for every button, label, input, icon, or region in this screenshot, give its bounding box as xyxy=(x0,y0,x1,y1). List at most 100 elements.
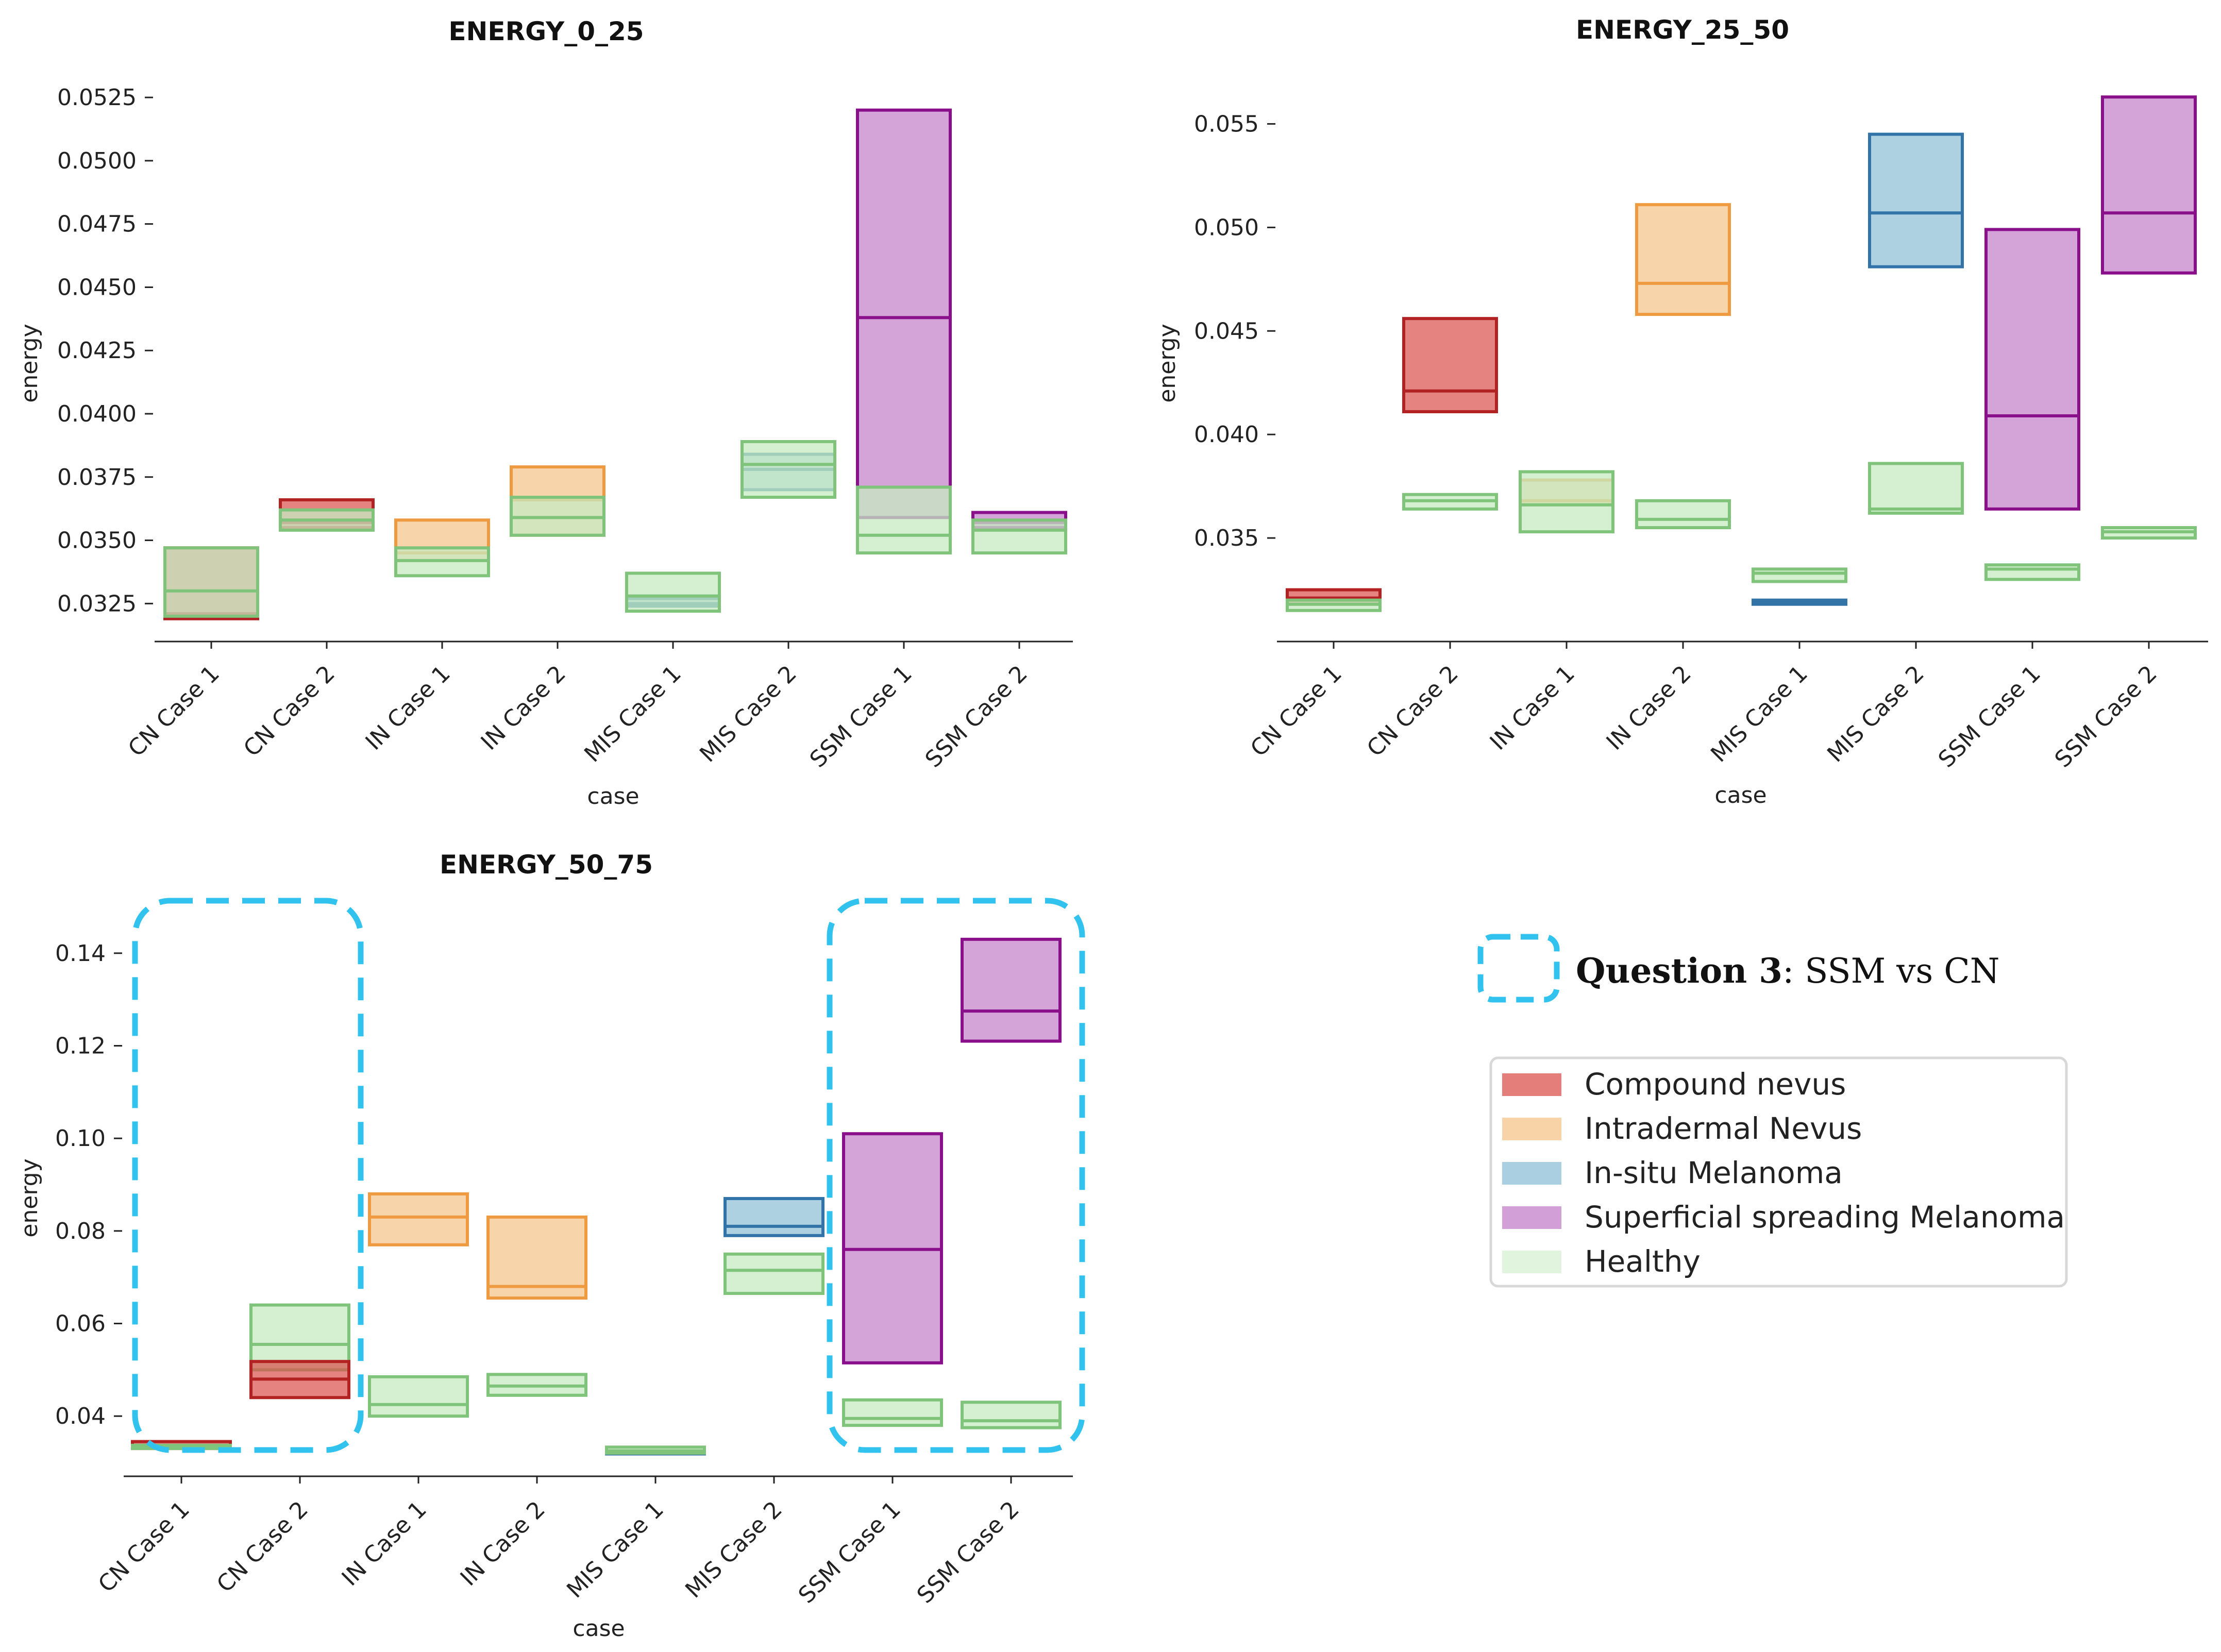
x-tick-label: SSM Case 2 xyxy=(920,661,1033,773)
x-tick-label: MIS Case 1 xyxy=(562,1496,669,1604)
chart-title: ENERGY_50_75 xyxy=(440,850,653,880)
x-tick-label: CN Case 1 xyxy=(123,661,225,762)
annotation-text: Question 3: SSM vs CN xyxy=(1576,951,2000,991)
legend-label: In-situ Melanoma xyxy=(1585,1155,1843,1190)
box-healthy xyxy=(723,1252,825,1295)
chart-energy-0-25: ENERGY_0_25 energy case 0.03250.03500.03… xyxy=(16,16,1073,810)
y-tick-label: 0.06 xyxy=(55,1311,106,1337)
chart-title: ENERGY_0_25 xyxy=(448,16,644,46)
legend-items: Compound nevus Intradermal Nevus In-situ M… xyxy=(1502,1067,2065,1279)
x-tick-label: CN Case 1 xyxy=(1246,661,1347,762)
highlight-box-cn xyxy=(132,898,364,1453)
box-in-situ-melanoma xyxy=(723,1196,825,1237)
legend-swatch xyxy=(1502,1251,1561,1273)
y-tick-label: 0.040 xyxy=(1194,422,1259,448)
y-tick-label: 0.14 xyxy=(55,940,106,967)
x-tick-label: CN Case 2 xyxy=(212,1496,313,1598)
y-axis-label: energy xyxy=(1154,324,1181,402)
y-tick-label: 0.055 xyxy=(1194,111,1259,137)
y-axis-label: energy xyxy=(16,324,43,402)
chart-marks: 0.0325 0.0350 0.0375 0.0400 0.0425 0.0450 0.04… xyxy=(57,85,1073,773)
box-intradermal-nevus xyxy=(368,1192,469,1246)
annotation: Question 3: SSM vs CN xyxy=(1477,934,2000,1003)
chart-energy-50-75: ENERGY_50_75 energy case 0.04 0.06 0.08 0.1… xyxy=(16,850,1073,1642)
y-tick-label: 0.10 xyxy=(55,1125,106,1152)
legend-label: Compound nevus xyxy=(1585,1067,1846,1102)
y-tick-label: 0.12 xyxy=(55,1033,106,1059)
chart-title: ENERGY_25_50 xyxy=(1576,15,1789,45)
legend-label: Healthy xyxy=(1585,1244,1701,1279)
box-intradermal-nevus xyxy=(486,1215,587,1300)
y-tick-label: 0.0400 xyxy=(57,401,137,427)
x-tick-label: CN Case 2 xyxy=(1362,661,1463,762)
x-tick-label: MIS Case 2 xyxy=(1822,661,1929,768)
box-healthy xyxy=(1519,470,1614,534)
y-tick-label: 0.0525 xyxy=(57,85,137,111)
legend-label: Intradermal Nevus xyxy=(1585,1111,1862,1146)
box-superficial-spreading-melanoma xyxy=(2101,95,2197,275)
chart-marks: 0.035 0.040 0.045 0.050 0.055 CN Case 1 CN Cas… xyxy=(1194,95,2208,773)
box-healthy xyxy=(1752,567,1847,583)
annotation-dashed-icon xyxy=(1477,934,1560,1003)
y-tick-label: 0.0450 xyxy=(57,274,137,300)
x-tick-label: MIS Case 2 xyxy=(695,661,802,768)
box-healthy xyxy=(856,485,952,555)
x-tick-label: SSM Case 1 xyxy=(794,1496,906,1609)
x-axis-label: case xyxy=(573,1615,625,1642)
x-tick-label: IN Case 1 xyxy=(1485,661,1580,755)
box-healthy xyxy=(625,571,721,613)
y-tick-label: 0.035 xyxy=(1194,525,1259,551)
legend-frame xyxy=(1489,1056,2068,1288)
box-healthy xyxy=(163,546,259,618)
x-tick-label: IN Case 2 xyxy=(456,1496,550,1591)
x-tick-label: SSM Case 2 xyxy=(2050,661,2162,773)
box-healthy xyxy=(961,1401,1062,1429)
x-tick-label: MIS Case 1 xyxy=(579,661,686,768)
x-tick-label: SSM Case 2 xyxy=(912,1496,1024,1609)
x-tick-label: CN Case 1 xyxy=(93,1496,195,1598)
annotation-bold: Question 3 xyxy=(1576,951,1782,991)
y-tick-label: 0.0375 xyxy=(57,464,137,491)
legend-swatch xyxy=(1502,1073,1561,1096)
x-tick-label: IN Case 2 xyxy=(476,661,571,755)
legend: Compound nevus Intradermal Nevus In-situ M… xyxy=(1489,1056,2068,1288)
legend-swatch xyxy=(1502,1162,1561,1185)
box-compound-nevus xyxy=(1402,317,1498,413)
box-healthy xyxy=(1635,499,1731,529)
box-superficial-spreading-melanoma xyxy=(1984,228,2080,511)
y-tick-label: 0.0425 xyxy=(57,338,137,364)
y-tick-label: 0.0475 xyxy=(57,211,137,238)
chart-marks: 0.04 0.06 0.08 0.10 0.12 0.14 CN Case 1 CN Case… xyxy=(55,937,1073,1609)
box-superficial-spreading-melanoma xyxy=(856,108,952,519)
box-healthy xyxy=(1984,563,2080,581)
y-tick-label: 0.04 xyxy=(55,1403,106,1429)
legend-label: Superficial spreading Melanoma xyxy=(1585,1200,2065,1235)
box-healthy xyxy=(741,440,836,499)
y-axis-label: energy xyxy=(16,1158,43,1237)
annotation-rest: : SSM vs CN xyxy=(1782,951,1999,991)
y-tick-label: 0.045 xyxy=(1194,318,1259,344)
box-healthy xyxy=(842,1398,943,1427)
box-healthy xyxy=(368,1375,469,1418)
x-tick-label: MIS Case 2 xyxy=(680,1496,787,1604)
box-healthy xyxy=(971,518,1067,555)
y-tick-label: 0.0500 xyxy=(57,148,137,174)
box-intradermal-nevus xyxy=(1635,203,1731,316)
chart-energy-25-50: ENERGY_25_50 energy case 0.035 0.040 0.045… xyxy=(1154,15,2208,808)
y-tick-label: 0.0325 xyxy=(57,591,137,617)
box-in-situ-melanoma xyxy=(1868,132,1964,268)
x-tick-label: MIS Case 1 xyxy=(1706,661,1813,768)
box-healthy xyxy=(1868,462,1964,515)
x-tick-label: SSM Case 1 xyxy=(805,661,917,773)
y-tick-label: 0.0350 xyxy=(57,528,137,554)
x-axis-label: case xyxy=(1714,782,1766,808)
y-tick-label: 0.08 xyxy=(55,1218,106,1244)
highlight-box-ssm xyxy=(827,898,1085,1453)
x-tick-label: IN Case 1 xyxy=(361,661,456,755)
legend-swatch xyxy=(1502,1118,1561,1140)
x-tick-label: IN Case 1 xyxy=(337,1496,432,1591)
x-axis-label: case xyxy=(587,783,639,810)
box-superficial-spreading-melanoma xyxy=(961,937,1062,1043)
legend-swatch xyxy=(1502,1206,1561,1229)
